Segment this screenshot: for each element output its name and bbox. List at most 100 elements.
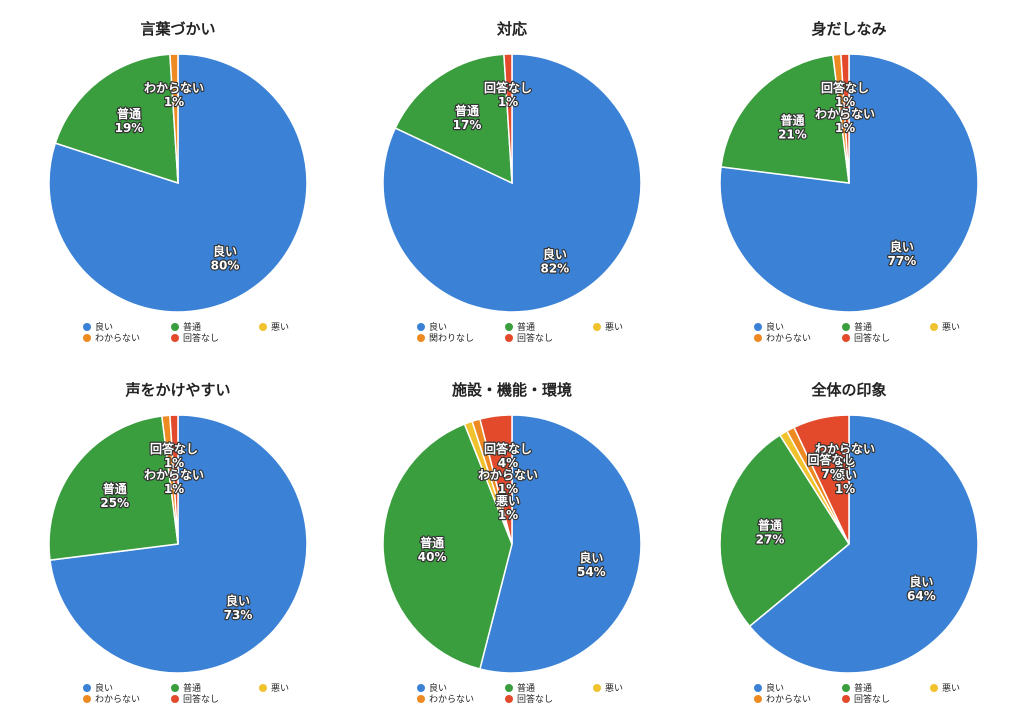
- data-label-value: 27%: [756, 532, 785, 546]
- legend-item-good: 良い: [754, 684, 784, 695]
- chart-title: 全体の印象: [811, 381, 887, 399]
- data-label-value: 7%: [821, 467, 841, 481]
- pie-slice-good: [382, 53, 642, 313]
- chart-title: 声をかけやすい: [125, 381, 231, 399]
- legend-label: 回答なし: [183, 695, 220, 705]
- legend-item-average: 普通: [171, 684, 201, 695]
- legend-swatch: [930, 323, 938, 331]
- legend-label: わからない: [95, 334, 141, 344]
- legend-label: 普通: [183, 323, 202, 333]
- data-label-name: 回答なし: [484, 80, 532, 95]
- legend-item-good: 良い: [83, 684, 113, 695]
- legend-item-bad: 悪い: [259, 323, 289, 334]
- data-label-value: 1%: [164, 482, 184, 496]
- data-label-name: 回答なし: [821, 80, 869, 95]
- data-label-name: 悪い: [833, 468, 857, 482]
- legend: 良い 普通 悪い わからない 回答なし: [754, 323, 984, 347]
- legend-label: わからない: [766, 334, 812, 344]
- legend-label: わからない: [95, 695, 141, 705]
- data-label-name: わからない: [144, 81, 204, 95]
- data-label-value: 1%: [835, 95, 855, 109]
- data-label-value: 77%: [888, 254, 917, 268]
- data-label-value: 19%: [115, 121, 144, 135]
- pie-chart-panel: 身だしなみ 良い 77% 普通 21% わからない 1% 回答なし 1% 良い 普通 悪い わからな…: [684, 8, 1014, 363]
- legend-item-bad: 悪い: [930, 684, 960, 695]
- legend-swatch: [842, 334, 850, 342]
- legend-label: 普通: [854, 323, 873, 333]
- legend: 良い 普通 悪い わからない 回答なし: [83, 684, 313, 708]
- legend-item-bad: 悪い: [593, 323, 623, 334]
- data-label-value: 1%: [498, 482, 518, 496]
- data-label-name: 普通: [455, 103, 479, 118]
- data-label-value: 54%: [577, 565, 606, 579]
- legend-item-no-answer: 回答なし: [171, 334, 219, 345]
- legend-swatch: [417, 684, 425, 692]
- legend-label: 普通: [854, 684, 873, 694]
- data-label-value: 21%: [778, 127, 807, 141]
- data-label-value: 1%: [498, 508, 518, 522]
- chart-title: 身だしなみ: [811, 20, 887, 38]
- legend-label: 普通: [183, 684, 202, 694]
- data-label-name: 普通: [117, 106, 141, 121]
- legend-label: 普通: [517, 684, 536, 694]
- legend-swatch: [754, 323, 762, 331]
- legend-item-unknown: わからない: [83, 695, 140, 706]
- data-label-name: 回答なし: [808, 452, 856, 467]
- legend-item-unknown: わからない: [83, 334, 140, 345]
- legend-label: 普通: [517, 323, 536, 333]
- legend-swatch: [593, 684, 601, 692]
- legend-label: 良い: [95, 684, 114, 694]
- chart-title: 言葉づかい: [140, 20, 216, 38]
- pie-chart-panel: 全体の印象 良い 64% 普通 27% 悪い 1% わからない 1% 回答なし 7% 良い 普通 悪い…: [684, 369, 1014, 724]
- legend-swatch: [83, 334, 91, 342]
- legend-swatch: [754, 684, 762, 692]
- legend-item-no-answer: 回答なし: [842, 334, 890, 345]
- legend-label: 良い: [429, 684, 448, 694]
- pie-chart-panel: 声をかけやすい 良い 73% 普通 25% わからない 1% 回答なし 1% 良い 普通 悪い わか…: [13, 369, 343, 724]
- legend-swatch: [259, 323, 267, 331]
- legend-item-not-involved: 関わりなし: [417, 334, 474, 345]
- data-label-value: 17%: [453, 118, 482, 132]
- data-label: 悪い1%: [495, 493, 521, 523]
- legend-label: 悪い: [605, 323, 624, 333]
- data-label: 悪い1%: [832, 467, 858, 497]
- legend-swatch: [593, 323, 601, 331]
- data-label-name: わからない: [144, 468, 204, 482]
- legend-item-good: 良い: [754, 323, 784, 334]
- data-label-value: 40%: [418, 550, 447, 564]
- data-label-name: 普通: [758, 517, 782, 532]
- legend-label: 回答なし: [517, 334, 554, 344]
- legend-item-no-answer: 回答なし: [505, 334, 553, 345]
- legend-item-unknown: わからない: [754, 334, 811, 345]
- pie-slice-no-answer: [169, 414, 179, 545]
- legend-item-good: 良い: [417, 684, 447, 695]
- data-label-name: 普通: [780, 112, 804, 127]
- legend-swatch: [505, 695, 513, 703]
- data-label-name: 良い: [543, 247, 567, 262]
- legend-item-average: 普通: [171, 323, 201, 334]
- legend-item-bad: 悪い: [593, 684, 623, 695]
- data-label-value: 80%: [211, 259, 240, 273]
- pie-slice-good: [479, 414, 642, 674]
- legend-swatch: [417, 323, 425, 331]
- legend-item-average: 普通: [842, 323, 872, 334]
- pie-slice-good: [719, 53, 979, 313]
- legend-label: 回答なし: [183, 334, 220, 344]
- legend-item-average: 普通: [842, 684, 872, 695]
- pie-slice-average: [54, 53, 179, 185]
- pie-slice-no-answer: [503, 53, 513, 184]
- data-label-name: 良い: [226, 593, 250, 608]
- legend-swatch: [842, 323, 850, 331]
